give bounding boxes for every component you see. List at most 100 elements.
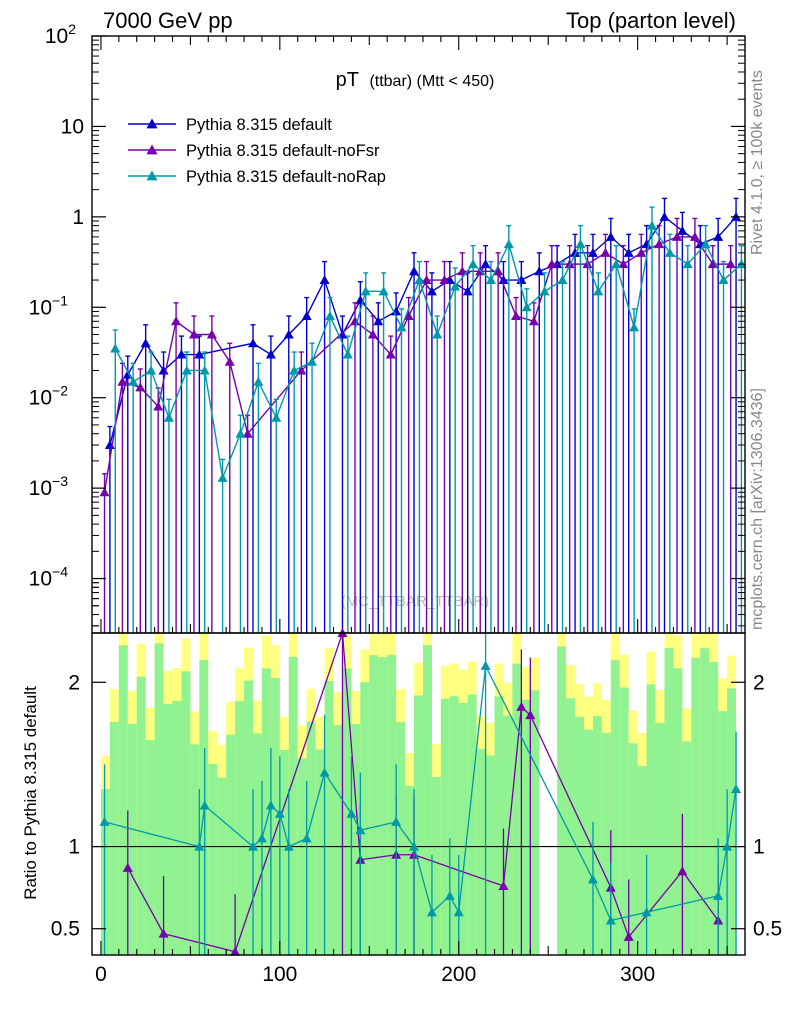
ratio-point-norap — [283, 841, 294, 851]
ratio-point-nofsr — [122, 862, 133, 872]
y-tick-exponent: 2 — [68, 21, 76, 37]
data-point-norap — [575, 239, 586, 249]
data-point-nofsr — [385, 349, 396, 359]
data-point-norap — [199, 365, 210, 375]
ratio-point-nofsr — [525, 710, 536, 720]
ratio-frame — [91, 632, 746, 956]
data-point-default — [587, 247, 598, 257]
y-tick-label: 102 — [45, 21, 76, 48]
band-inner-bin — [163, 703, 173, 955]
ratio-point-nofsr — [516, 701, 527, 711]
legend: Pythia 8.315 default Pythia 8.315 default… — [128, 116, 386, 186]
ratio-point-norap — [248, 841, 259, 851]
band-inner-bin — [512, 663, 522, 955]
data-point-norap — [485, 275, 496, 285]
title-sub: (ttbar) (Mtt < 450) — [369, 73, 494, 90]
y-tick-exponent: −4 — [52, 564, 68, 580]
data-point-nofsr — [206, 329, 217, 339]
ratio-point-norap — [587, 874, 598, 884]
band-inner-bin — [700, 648, 710, 955]
data-point-norap — [539, 286, 550, 296]
header-left: 7000 GeV pp — [103, 8, 233, 33]
ratio-point-norap — [355, 825, 366, 835]
ratio-point-norap — [391, 816, 402, 826]
band-inner-bin — [682, 741, 692, 955]
data-point-default — [194, 349, 205, 359]
y-tick-label: 1 — [72, 206, 84, 229]
band-inner-bin — [333, 725, 343, 955]
ratio-y-tick-label: 2 — [68, 671, 80, 694]
band-inner-bin — [494, 696, 504, 955]
ratio-point-norap — [346, 808, 357, 818]
data-point-norap — [593, 286, 604, 296]
band-inner-bin — [414, 695, 423, 955]
mcplots-label: mcplots.cern.ch [arXiv:1306.3436] — [749, 388, 766, 630]
band-inner-bin — [253, 733, 262, 955]
data-point-norap — [432, 329, 443, 339]
ratio-point-norap — [444, 890, 455, 900]
data-point-default — [176, 349, 187, 359]
band-inner-bin — [619, 687, 629, 955]
band-inner-bin — [226, 734, 236, 955]
y-tick-label: 10−1 — [29, 292, 69, 319]
data-point-norap — [271, 412, 282, 422]
data-point-norap — [146, 365, 157, 375]
data-point-norap — [468, 259, 479, 269]
data-point-norap — [557, 275, 568, 285]
data-point-default — [373, 316, 384, 326]
data-point-norap — [324, 311, 335, 321]
data-point-nofsr — [224, 356, 235, 366]
band-inner-bin — [601, 732, 611, 955]
band-inner-bin — [315, 749, 325, 955]
data-point-default — [623, 247, 634, 257]
main-plot — [99, 197, 747, 633]
data-point-nofsr — [117, 376, 128, 386]
ratio-point-norap — [426, 907, 437, 917]
band-inner-bin — [306, 721, 316, 955]
band-inner-bin — [127, 723, 137, 955]
ratio-ylabel: Ratio to Pythia 8.315 default — [21, 686, 40, 900]
header-right: Top (parton level) — [566, 8, 736, 33]
ratio-point-norap — [256, 833, 267, 843]
legend-marker-default — [146, 118, 158, 129]
band-inner-bin — [476, 748, 486, 955]
band-inner-bin — [208, 763, 218, 955]
y-tick-exponent: −1 — [52, 292, 68, 308]
data-point-nofsr — [439, 275, 450, 285]
ratio-y-tick-label-right: 0.5 — [753, 918, 782, 941]
series-nofsr — [99, 217, 736, 633]
ratio-point-nofsr — [230, 946, 241, 956]
data-point-default — [480, 259, 491, 269]
x-tick-label: 300 — [620, 963, 655, 986]
y-tick-label: 10−4 — [29, 564, 69, 591]
ratio-point-nofsr — [498, 881, 509, 890]
data-point-default — [605, 231, 616, 241]
band-inner-bin — [557, 646, 567, 955]
data-point-nofsr — [600, 247, 611, 257]
band-inner-bin — [396, 722, 406, 955]
band-inner-bin — [628, 743, 638, 955]
band-inner-bin — [485, 755, 495, 955]
band-inner-bin — [575, 716, 584, 955]
band-inner-bin — [467, 694, 477, 955]
band-inner-bin — [637, 765, 647, 955]
data-point-norap — [360, 286, 371, 296]
data-point-nofsr — [153, 401, 164, 411]
data-point-default — [677, 225, 688, 235]
band-inner-bin — [718, 711, 728, 955]
data-point-default — [265, 349, 276, 359]
data-point-default — [659, 211, 670, 221]
data-point-default — [713, 231, 724, 241]
ratio-point-norap — [605, 915, 616, 925]
ratio-y-tick-label: 0.5 — [51, 918, 80, 941]
ratio-y-tick-label-right: 1 — [753, 836, 765, 859]
band-inner-bin — [145, 740, 155, 955]
analysis-watermark: (MC_TTBAR_TTBAR) — [341, 593, 489, 610]
band-inner-bin — [583, 729, 593, 955]
ratio-point-norap — [194, 841, 205, 851]
data-point-default — [301, 311, 312, 321]
data-point-default — [409, 266, 420, 276]
data-point-norap — [110, 343, 121, 353]
data-point-norap — [235, 428, 246, 438]
